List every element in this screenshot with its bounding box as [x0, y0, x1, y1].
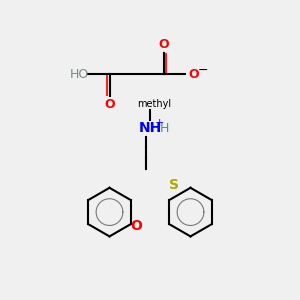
Text: methyl: methyl	[137, 99, 171, 109]
Text: HO: HO	[70, 68, 89, 81]
Text: O: O	[188, 68, 199, 81]
Text: −: −	[197, 64, 208, 77]
Text: S: S	[169, 178, 179, 192]
Text: +: +	[155, 118, 164, 128]
Text: H: H	[160, 122, 170, 135]
Text: O: O	[130, 219, 142, 232]
Text: NH: NH	[138, 122, 162, 135]
Text: O: O	[104, 98, 115, 111]
Text: O: O	[158, 38, 169, 51]
